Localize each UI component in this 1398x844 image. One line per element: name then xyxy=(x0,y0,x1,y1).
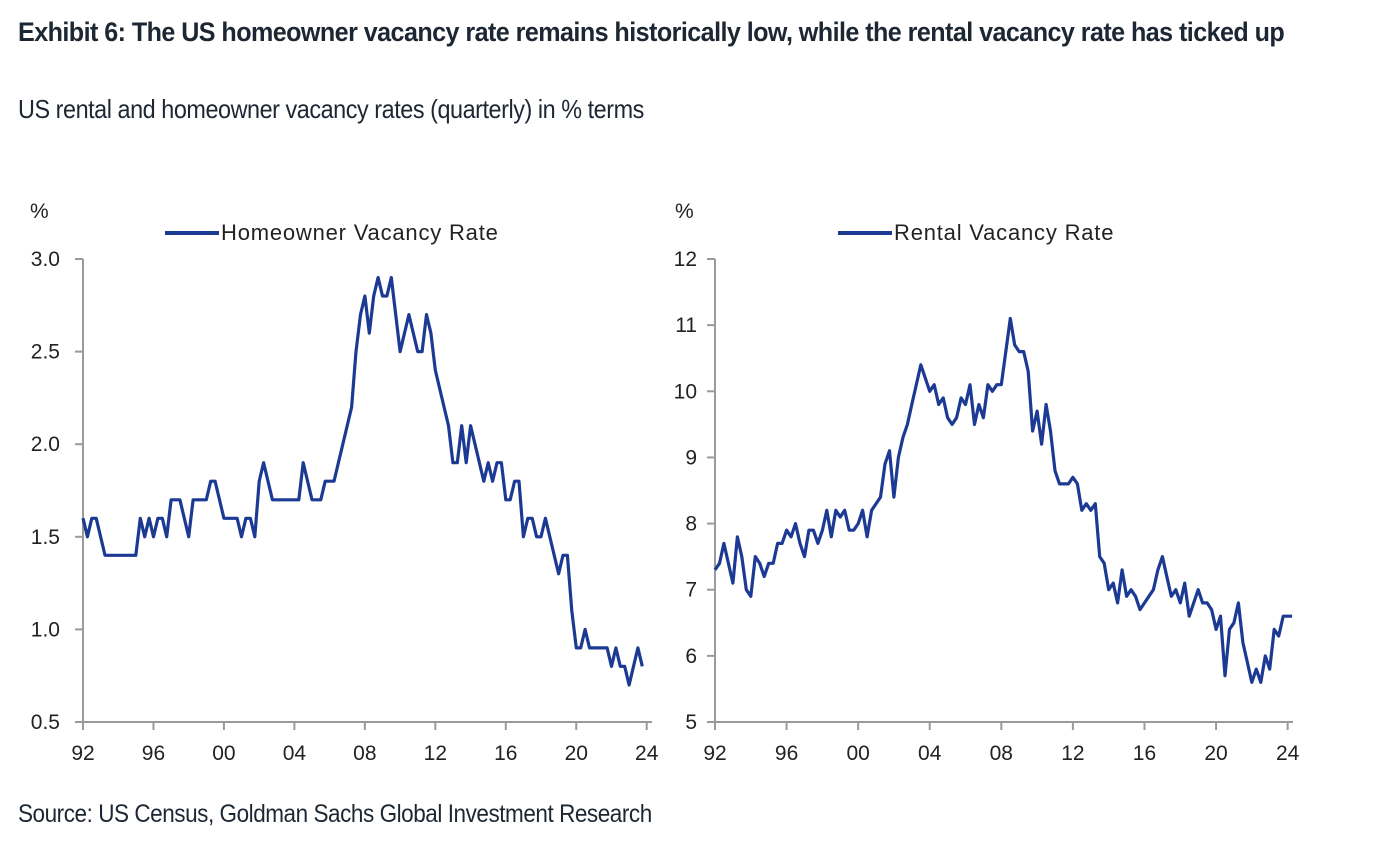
x-tick-label: 96 xyxy=(142,742,165,765)
y-tick-label: 8 xyxy=(685,513,697,536)
y-tick-label: 0.5 xyxy=(31,711,60,734)
y-tick-label: 10 xyxy=(674,380,697,403)
y-tick-label: 12 xyxy=(674,248,697,271)
x-tick-label: 04 xyxy=(283,742,307,765)
y-tick-label: 7 xyxy=(685,579,697,602)
x-tick-label: 04 xyxy=(918,742,942,765)
y-tick-label: 11 xyxy=(675,314,697,337)
axes: 5 6 7 8 9 10 11 12 92 96 00 04 08 12 16 20 24 xyxy=(674,248,1300,765)
y-tick-label: 6 xyxy=(685,645,697,668)
axes: 0.5 1.0 1.5 2.0 2.5 3.0 92 96 00 04 08 12 16 20 24 xyxy=(31,248,659,765)
x-tick-label: 16 xyxy=(494,742,517,765)
x-tick-label: 00 xyxy=(846,742,869,765)
y-unit-label: % xyxy=(30,200,49,223)
y-unit-label: % xyxy=(675,200,694,223)
x-tick-label: 08 xyxy=(353,742,376,765)
x-tick-label: 00 xyxy=(212,742,235,765)
legend-label: Rental Vacancy Rate xyxy=(894,220,1114,245)
x-tick-label: 92 xyxy=(71,742,94,765)
series-group xyxy=(81,275,644,687)
rental-vacancy-chart: % Rental Vacancy Rate 5 6 7 8 9 10 11 12 92 96 00 0… xyxy=(674,200,1300,765)
series-group xyxy=(713,316,1293,684)
source-note: Source: US Census, Goldman Sachs Global … xyxy=(18,800,652,828)
x-tick-label: 96 xyxy=(775,742,798,765)
legend-label: Homeowner Vacancy Rate xyxy=(221,220,499,245)
x-tick-label: 92 xyxy=(703,742,726,765)
x-tick-label: 12 xyxy=(1061,742,1084,765)
x-tick-label: 20 xyxy=(565,742,588,765)
exhibit-title: Exhibit 6: The US homeowner vacancy rate… xyxy=(18,17,1285,47)
homeowner-vacancy-chart: % Homeowner Vacancy Rate 0.5 1.0 1.5 2.0 2.5… xyxy=(30,200,659,765)
x-tick-label: 12 xyxy=(424,742,447,765)
x-tick-label: 20 xyxy=(1204,742,1227,765)
x-tick-label: 16 xyxy=(1133,742,1156,765)
y-tick-label: 9 xyxy=(685,446,697,469)
y-tick-label: 2.5 xyxy=(31,341,60,364)
y-tick-label: 3.0 xyxy=(31,248,60,271)
y-tick-label: 5 xyxy=(685,711,697,734)
y-tick-label: 1.0 xyxy=(31,618,60,641)
x-tick-label: 24 xyxy=(1276,742,1300,765)
x-tick-label: 24 xyxy=(635,742,659,765)
series-line xyxy=(713,316,1293,684)
exhibit-subtitle: US rental and homeowner vacancy rates (q… xyxy=(18,94,644,124)
y-tick-label: 2.0 xyxy=(31,433,60,456)
y-tick-label: 1.5 xyxy=(31,526,60,549)
series-line xyxy=(81,275,644,687)
x-tick-label: 08 xyxy=(990,742,1013,765)
